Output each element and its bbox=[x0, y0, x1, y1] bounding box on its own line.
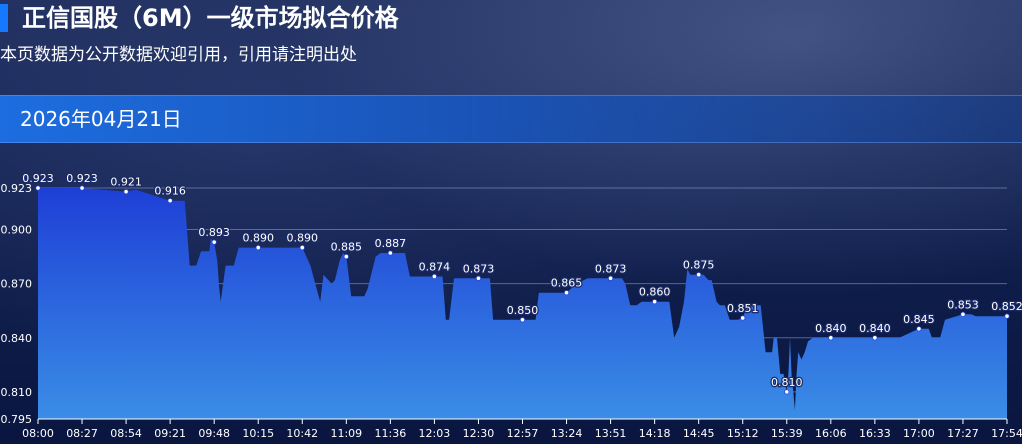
y-tick-label: 0.870 bbox=[1, 278, 33, 291]
x-tick-label: 08:00 bbox=[22, 427, 54, 440]
axes: 0.795 0.810 0.840 0.870 0.900 0.923 08:00 08:27… bbox=[1, 182, 1022, 440]
data-point bbox=[784, 389, 790, 395]
data-point bbox=[740, 315, 746, 321]
data-label: 0.890 bbox=[287, 232, 319, 245]
data-label: 0.923 bbox=[66, 172, 98, 185]
data-point bbox=[563, 290, 570, 296]
x-tick-label: 17:54 bbox=[991, 427, 1022, 440]
data-point bbox=[1004, 313, 1010, 319]
data-point bbox=[960, 311, 966, 317]
page-title: 正信国股（6M）一级市场拟合价格 bbox=[22, 4, 399, 32]
x-tick-label: 17:00 bbox=[903, 427, 935, 440]
x-tick-label: 09:21 bbox=[154, 427, 186, 440]
data-label: 0.850 bbox=[507, 304, 539, 317]
x-tick-label: 16:33 bbox=[859, 427, 891, 440]
date-banner: 2026年04月21日 bbox=[0, 95, 1022, 143]
data-label: 0.810 bbox=[771, 376, 803, 389]
y-tick-label: 0.840 bbox=[1, 332, 33, 345]
x-tick-label: 11:09 bbox=[330, 427, 362, 440]
data-point bbox=[387, 250, 393, 256]
data-point bbox=[475, 275, 482, 281]
data-label: 0.916 bbox=[154, 185, 186, 198]
x-tick-label: 12:57 bbox=[507, 427, 539, 440]
data-point bbox=[167, 198, 173, 204]
data-label: 0.873 bbox=[463, 262, 495, 275]
data-label: 0.893 bbox=[198, 226, 230, 239]
title-accent-bar bbox=[0, 4, 8, 32]
x-tick-label: 12:03 bbox=[419, 427, 451, 440]
data-point bbox=[255, 244, 261, 251]
x-tick-label: 10:15 bbox=[242, 427, 274, 440]
data-label: 0.852 bbox=[991, 300, 1022, 313]
x-tick-label: 08:27 bbox=[66, 427, 98, 440]
page-subtitle: 本页数据为公开数据欢迎引用，引用请注明出处 bbox=[0, 45, 357, 65]
x-tick-label: 13:51 bbox=[595, 427, 627, 440]
x-tick-label: 15:12 bbox=[727, 427, 759, 440]
data-label: 0.885 bbox=[331, 241, 363, 254]
x-tick-label: 12:30 bbox=[463, 427, 495, 440]
x-tick-label: 10:42 bbox=[286, 427, 318, 440]
data-label: 0.840 bbox=[815, 322, 847, 335]
data-point bbox=[79, 185, 85, 191]
data-label: 0.873 bbox=[595, 262, 627, 275]
data-label: 0.887 bbox=[375, 237, 407, 250]
data-point bbox=[607, 275, 614, 281]
data-label: 0.853 bbox=[947, 298, 979, 311]
data-label: 0.875 bbox=[683, 259, 715, 272]
data-label: 0.890 bbox=[242, 232, 274, 245]
x-tick-label: 17:27 bbox=[947, 427, 979, 440]
x-tick-label: 09:48 bbox=[198, 427, 230, 440]
data-label: 0.865 bbox=[551, 277, 583, 290]
data-point bbox=[211, 239, 217, 245]
data-point bbox=[343, 254, 349, 260]
x-tick-label: 14:18 bbox=[639, 427, 671, 440]
data-point bbox=[828, 335, 834, 341]
x-tick-label: 11:36 bbox=[375, 427, 407, 440]
data-point bbox=[519, 317, 526, 323]
data-label: 0.845 bbox=[903, 313, 935, 326]
series-area bbox=[38, 188, 1007, 419]
y-tick-label: 0.795 bbox=[1, 413, 33, 426]
data-point bbox=[299, 244, 305, 251]
x-tick-label: 15:39 bbox=[771, 427, 803, 440]
data-label: 0.921 bbox=[110, 176, 142, 189]
data-point bbox=[35, 185, 41, 191]
y-tick-label: 0.900 bbox=[1, 224, 33, 237]
data-labels: 0.923 0.923 0.921 0.916 0.893 0.890 0.890 0.885… bbox=[21, 171, 1022, 395]
data-label: 0.874 bbox=[419, 260, 451, 273]
y-tick-label: 0.923 bbox=[1, 182, 33, 195]
data-label: 0.923 bbox=[22, 172, 54, 185]
x-tick-label: 08:54 bbox=[110, 427, 142, 440]
y-tick-label: 0.810 bbox=[1, 386, 33, 399]
data-point bbox=[652, 299, 658, 305]
data-label: 0.860 bbox=[639, 286, 671, 299]
x-tick-label: 13:24 bbox=[551, 427, 583, 440]
series-area-fill bbox=[38, 188, 1007, 419]
date-label: 2026年04月21日 bbox=[20, 107, 182, 131]
data-point bbox=[696, 272, 702, 278]
data-point bbox=[872, 335, 878, 341]
data-label: 0.840 bbox=[859, 322, 891, 335]
x-tick-label: 14:45 bbox=[683, 427, 715, 440]
x-tick-label: 16:06 bbox=[815, 427, 847, 440]
data-point bbox=[123, 189, 129, 195]
data-point bbox=[431, 273, 438, 280]
data-label: 0.851 bbox=[727, 302, 759, 315]
data-point bbox=[916, 326, 922, 332]
